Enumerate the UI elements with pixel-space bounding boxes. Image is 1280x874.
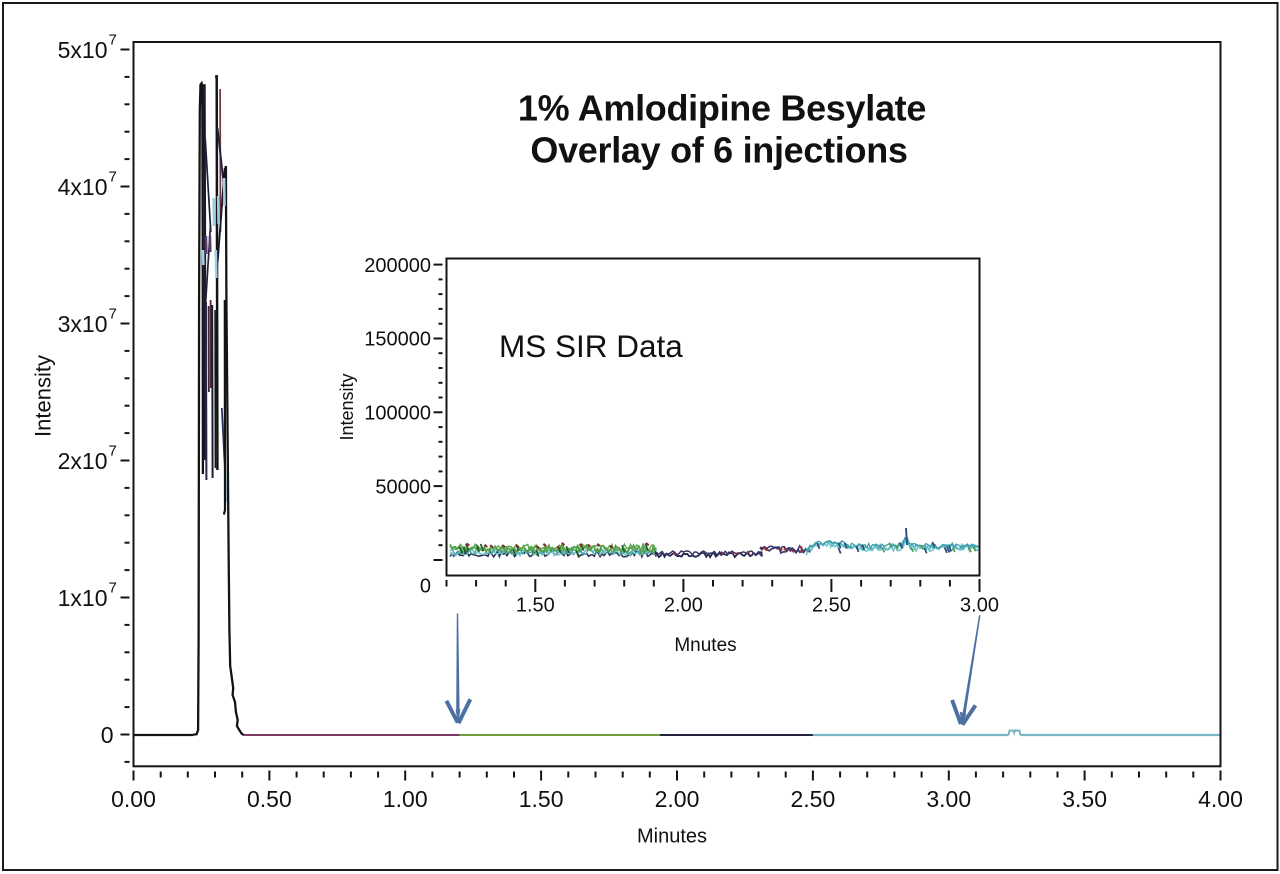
svg-text:200000: 200000 bbox=[364, 255, 431, 277]
svg-text:Mnutes: Mnutes bbox=[674, 635, 736, 656]
svg-text:1x10: 1x10 bbox=[58, 585, 108, 611]
svg-text:4x10: 4x10 bbox=[58, 174, 108, 200]
svg-text:Minutes: Minutes bbox=[637, 826, 707, 848]
svg-text:0: 0 bbox=[420, 576, 431, 598]
svg-text:2.50: 2.50 bbox=[812, 595, 851, 617]
svg-text:Intensity: Intensity bbox=[31, 355, 56, 437]
svg-text:2.00: 2.00 bbox=[664, 595, 703, 617]
svg-text:50000: 50000 bbox=[375, 476, 431, 498]
svg-text:1.00: 1.00 bbox=[383, 786, 428, 812]
svg-text:3.00: 3.00 bbox=[960, 595, 999, 617]
svg-text:7: 7 bbox=[109, 579, 117, 596]
svg-text:2x10: 2x10 bbox=[58, 448, 108, 474]
svg-text:Overlay of 6 injections: Overlay of 6 injections bbox=[530, 130, 907, 171]
svg-text:150000: 150000 bbox=[364, 329, 431, 351]
svg-text:7: 7 bbox=[109, 168, 117, 185]
svg-text:100000: 100000 bbox=[364, 403, 431, 425]
svg-text:1.50: 1.50 bbox=[516, 595, 555, 617]
svg-text:2.50: 2.50 bbox=[790, 786, 835, 812]
svg-text:7: 7 bbox=[109, 31, 117, 48]
svg-text:1% Amlodipine Besylate: 1% Amlodipine Besylate bbox=[518, 87, 926, 128]
svg-text:3.50: 3.50 bbox=[1062, 786, 1107, 812]
svg-text:0.00: 0.00 bbox=[111, 786, 156, 812]
svg-text:2.00: 2.00 bbox=[655, 786, 700, 812]
svg-text:4.00: 4.00 bbox=[1198, 786, 1243, 812]
svg-text:3.00: 3.00 bbox=[926, 786, 971, 812]
svg-text:0: 0 bbox=[101, 722, 114, 748]
svg-text:3x10: 3x10 bbox=[58, 311, 108, 337]
svg-text:0.50: 0.50 bbox=[247, 786, 292, 812]
svg-text:7: 7 bbox=[109, 305, 117, 322]
svg-text:7: 7 bbox=[109, 442, 117, 459]
svg-text:Intensity: Intensity bbox=[337, 373, 357, 440]
svg-text:5x10: 5x10 bbox=[58, 37, 108, 63]
svg-text:1.50: 1.50 bbox=[519, 786, 564, 812]
svg-text:MS SIR Data: MS SIR Data bbox=[499, 328, 683, 364]
